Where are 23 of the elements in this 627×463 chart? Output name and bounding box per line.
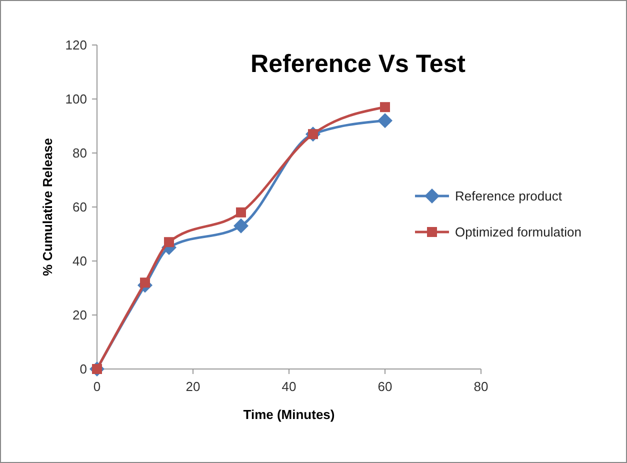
- point: [140, 278, 150, 288]
- y-tick-label: 40: [72, 254, 87, 269]
- y-tick-label: 100: [65, 92, 87, 107]
- y-tick-label: 120: [65, 38, 87, 53]
- x-tick-label: 80: [474, 379, 488, 394]
- point: [380, 102, 390, 112]
- x-axis-title: Time (Minutes): [243, 407, 335, 422]
- x-tick-label: 40: [282, 379, 296, 394]
- point: [378, 113, 392, 128]
- point: [236, 207, 246, 218]
- x-tick-label: 0: [93, 379, 101, 394]
- y-tick-label: 0: [80, 362, 87, 377]
- legend-label: Reference product: [455, 188, 562, 204]
- y-tick-label: 60: [72, 200, 87, 215]
- y-tick-label: 20: [72, 308, 87, 323]
- y-tick-label: 80: [72, 146, 87, 161]
- x-tick-label: 60: [378, 379, 392, 394]
- point: [164, 237, 174, 248]
- chart-title: Reference Vs Test: [250, 50, 466, 78]
- y-axis-title: % Cumulative Release: [40, 138, 55, 276]
- legend-label: Optimized formulation: [455, 224, 582, 240]
- x-tick-label: 20: [186, 379, 200, 394]
- point: [234, 218, 248, 234]
